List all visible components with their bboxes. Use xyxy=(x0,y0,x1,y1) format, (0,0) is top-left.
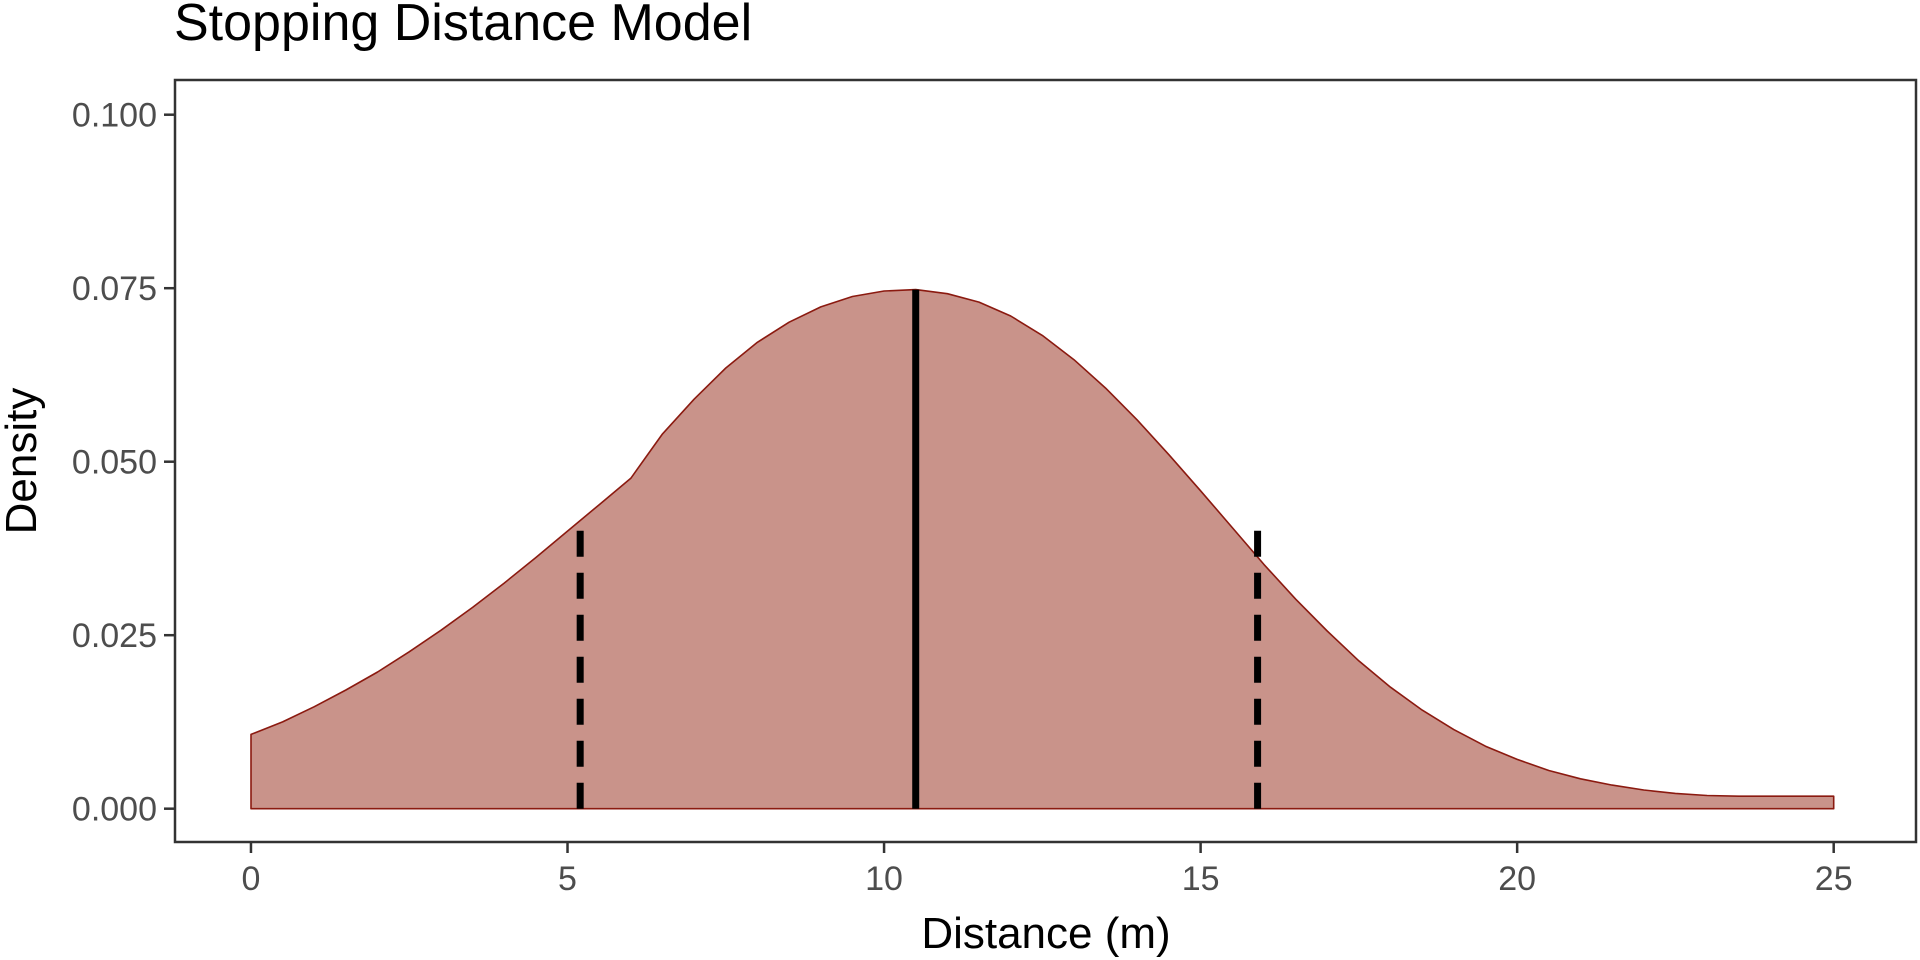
x-tick-label: 10 xyxy=(865,860,903,898)
density-area xyxy=(250,288,1835,810)
plot-area xyxy=(250,288,1835,810)
y-tick-label: 0.100 xyxy=(72,97,157,135)
y-tick-label: 0.000 xyxy=(72,791,157,829)
x-tick-label: 5 xyxy=(558,860,577,898)
y-tick-label: 0.075 xyxy=(72,270,157,308)
x-tick-label: 0 xyxy=(242,860,261,898)
y-axis: 0.000 0.025 0.050 0.075 0.100 xyxy=(72,97,175,829)
y-tick-label: 0.025 xyxy=(72,617,157,655)
x-tick-label: 25 xyxy=(1815,860,1853,898)
x-tick-label: 20 xyxy=(1498,860,1536,898)
y-tick-label: 0.050 xyxy=(72,444,157,482)
y-axis-title: Density xyxy=(0,388,46,535)
chart-title: Stopping Distance Model xyxy=(174,0,752,52)
x-axis-title: Distance (m) xyxy=(921,909,1170,958)
x-axis: 0 5 10 15 20 25 xyxy=(242,842,1853,898)
x-tick-label: 15 xyxy=(1182,860,1220,898)
